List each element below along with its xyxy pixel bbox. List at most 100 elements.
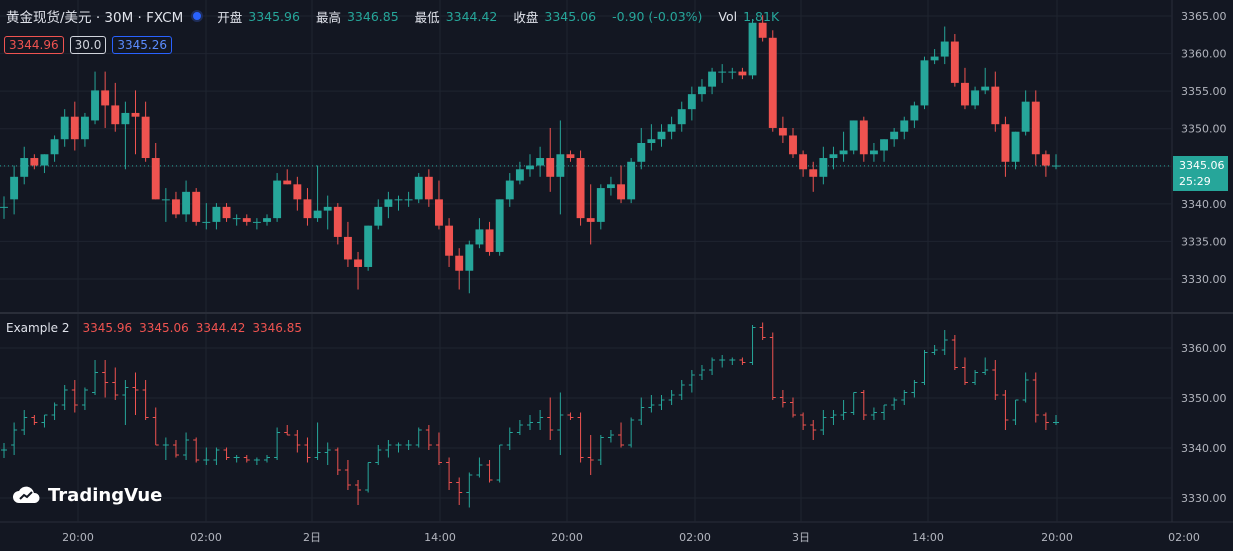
- candle-body: [424, 176, 433, 200]
- ohlc-bar: [324, 442, 331, 465]
- ohlc-bar: [375, 445, 382, 465]
- candle: [728, 67, 737, 80]
- candle-body: [566, 154, 575, 159]
- candle-body: [667, 124, 676, 132]
- candle-body: [677, 109, 686, 125]
- ohlc-bar: [243, 455, 250, 463]
- candle: [890, 127, 899, 147]
- candle-body: [961, 82, 969, 106]
- ohlc-bar: [820, 410, 827, 435]
- y-tick-label: 3350.00: [1181, 123, 1227, 136]
- candle-body: [303, 199, 312, 219]
- candle: [232, 214, 241, 226]
- ohlc-bar: [92, 360, 99, 395]
- last-price-value: 3345.06: [1179, 159, 1225, 172]
- candle-body: [485, 229, 494, 252]
- badge-value-a[interactable]: 3344.96: [4, 36, 64, 54]
- y-tick-label: 3340.00: [1181, 198, 1227, 211]
- candle-body: [263, 218, 271, 222]
- candle: [526, 154, 534, 177]
- ohlc-bar: [537, 410, 544, 430]
- candle-body: [1031, 101, 1040, 155]
- ohlc-bar: [21, 410, 28, 435]
- ohlc-bar: [972, 370, 979, 385]
- badge-value-b[interactable]: 30.0: [69, 36, 107, 54]
- candle: [343, 221, 352, 267]
- candle: [991, 71, 1000, 132]
- legend-high-value: 3346.85: [346, 8, 399, 24]
- candle: [920, 56, 929, 110]
- candle: [789, 127, 797, 159]
- candle-body: [515, 169, 524, 181]
- candle: [435, 180, 443, 230]
- ohlc-bar: [516, 420, 523, 435]
- candle: [880, 139, 888, 162]
- ohlc-bar: [628, 417, 635, 448]
- candle-body: [172, 199, 180, 215]
- symbol-title[interactable]: 黄金现货/美元 · 30M · FXCM: [6, 10, 184, 26]
- candle: [687, 86, 696, 121]
- candle: [1052, 154, 1060, 170]
- ohlc-bar: [881, 404, 888, 420]
- candlestick-series: [0, 15, 1060, 294]
- candle-body: [1021, 101, 1030, 132]
- ohlc-bar: [658, 395, 665, 410]
- pane-separator: [0, 312, 1233, 314]
- legend-low-value: 3344.42: [445, 8, 498, 24]
- candle: [172, 191, 180, 219]
- candle: [111, 82, 120, 132]
- candle-body: [1011, 131, 1020, 162]
- candle: [819, 146, 828, 185]
- candle: [748, 19, 757, 80]
- ohlc-bar: [385, 440, 392, 458]
- candle-body: [435, 199, 443, 226]
- candle: [617, 165, 625, 204]
- candle-body: [930, 56, 939, 61]
- candle: [667, 116, 676, 140]
- candle: [961, 67, 969, 110]
- candle: [839, 131, 848, 162]
- ohlc-bar: [395, 442, 402, 453]
- candle: [394, 195, 403, 211]
- ohlc-bar: [314, 422, 321, 460]
- candle: [647, 124, 656, 151]
- legend-low-label: 最低: [414, 9, 440, 25]
- badge-value-c[interactable]: 3345.26: [112, 36, 172, 54]
- candle-body: [536, 158, 545, 166]
- ohlc-bar: [992, 360, 999, 400]
- y-tick-label: 3330.00: [1181, 273, 1227, 286]
- candle: [515, 161, 524, 185]
- ohlc-bar: [840, 400, 847, 420]
- x-tick-label: 14:00: [424, 531, 456, 544]
- lower-pane-title: Example 2: [6, 321, 70, 335]
- candle: [1011, 131, 1020, 170]
- candle: [404, 191, 413, 207]
- legend-vol-value: 1.81K: [743, 8, 780, 24]
- indicator-badges: 3344.96 30.0 3345.26: [4, 36, 172, 54]
- candle-body: [839, 150, 848, 155]
- candle-body: [849, 120, 858, 151]
- market-status-icon[interactable]: [191, 10, 204, 22]
- x-tick-label: 02:00: [190, 531, 222, 544]
- candle: [1021, 90, 1030, 136]
- candle-body: [273, 180, 282, 219]
- candle: [475, 218, 484, 249]
- y-tick-label: 3335.00: [1181, 235, 1227, 248]
- candle: [283, 169, 292, 185]
- candle: [313, 165, 322, 222]
- ohlc-bar: [547, 397, 554, 440]
- candle: [424, 169, 433, 207]
- candle-body: [627, 161, 636, 200]
- candle: [677, 101, 686, 132]
- candle: [263, 214, 271, 226]
- candle-body: [354, 259, 362, 267]
- candle-body: [546, 158, 555, 177]
- candle: [657, 124, 666, 147]
- candle: [910, 101, 919, 128]
- candle: [1031, 90, 1040, 166]
- ohlc-bar: [1022, 372, 1029, 403]
- ohlc-bar: [648, 395, 655, 413]
- ohlc-bar: [779, 390, 786, 408]
- candle-body: [40, 154, 49, 166]
